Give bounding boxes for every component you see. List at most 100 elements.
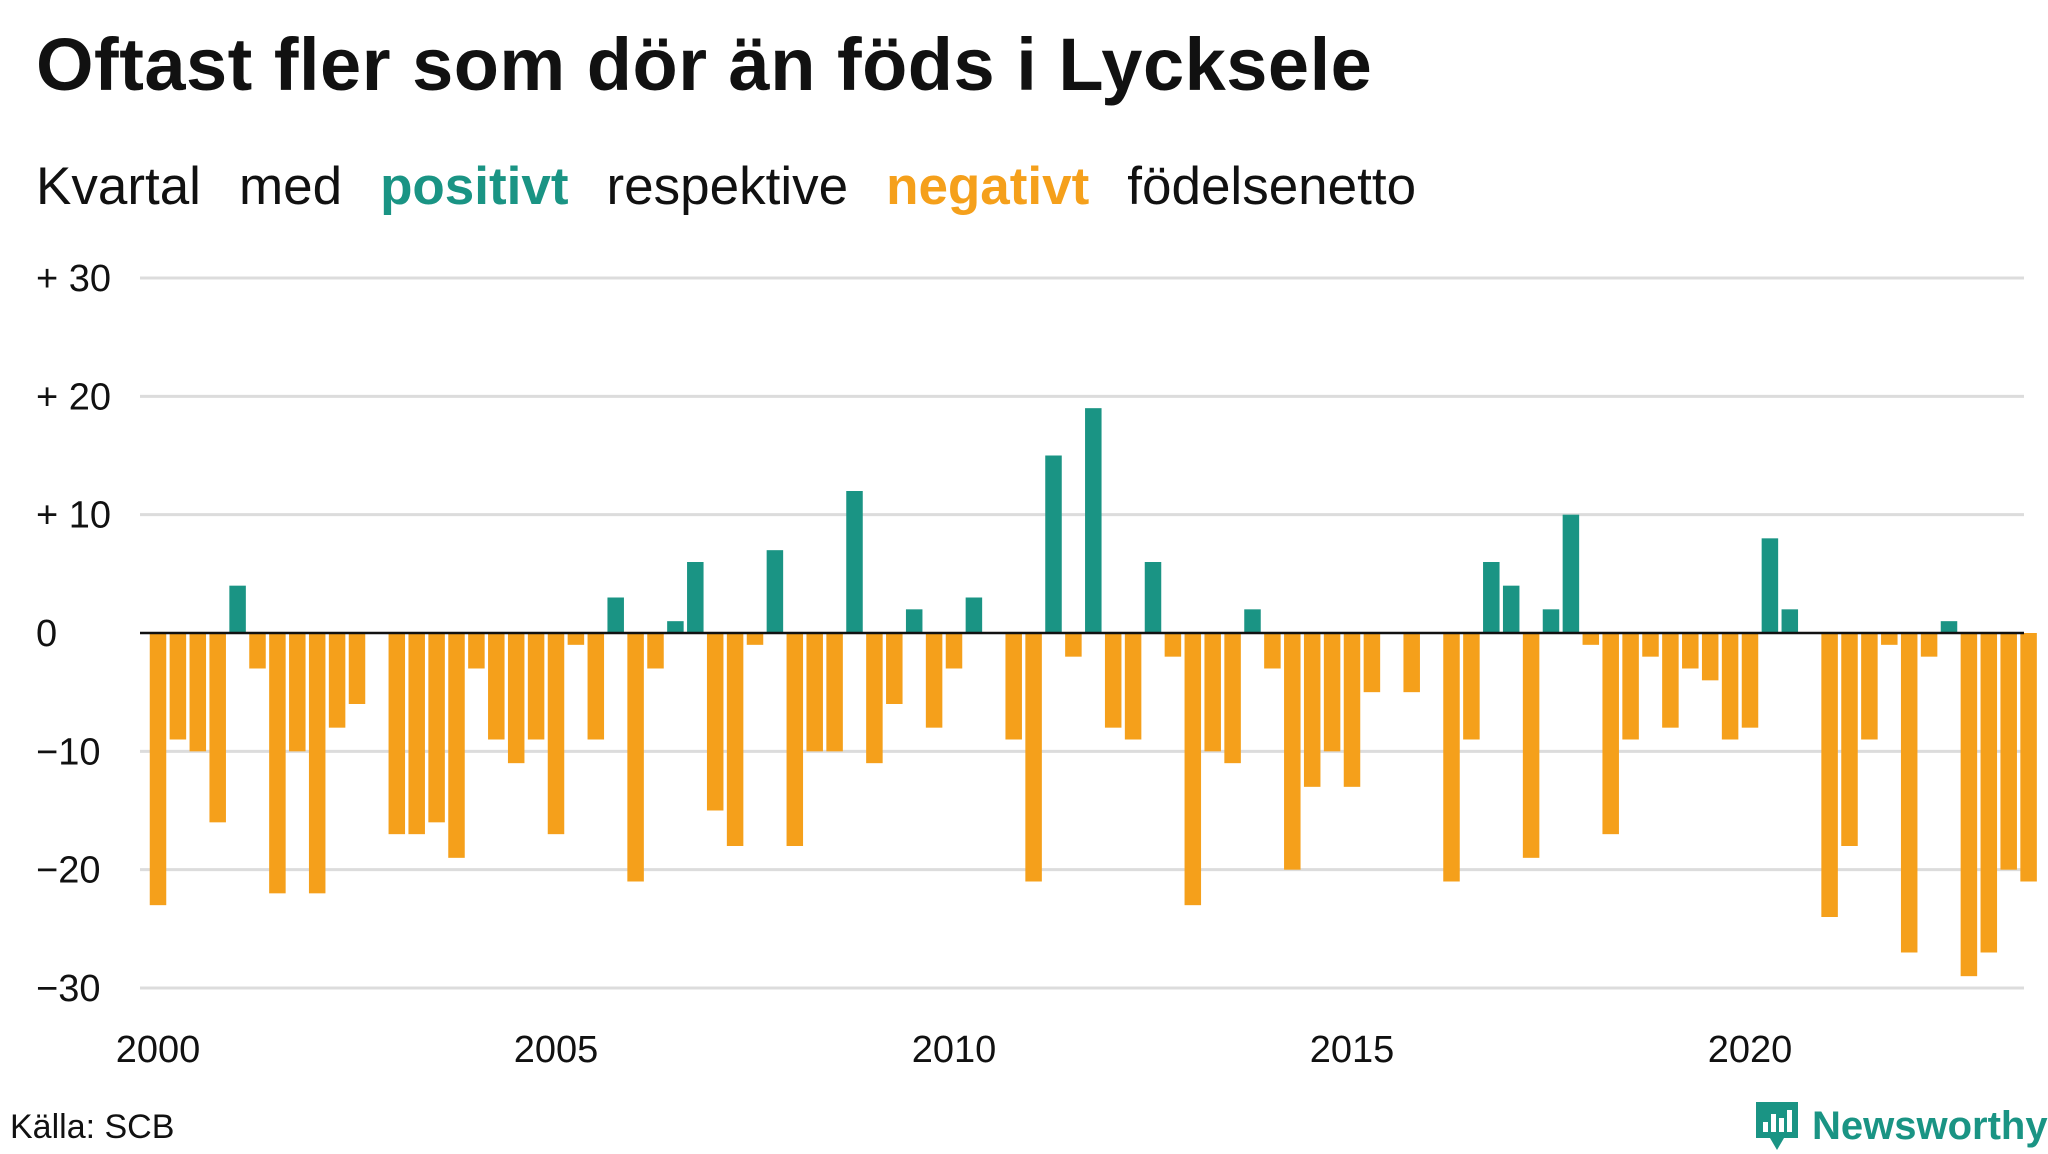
bar-negative xyxy=(1980,633,1998,953)
bar-negative xyxy=(348,633,366,704)
bar-positive xyxy=(1542,609,1560,633)
bar-negative xyxy=(1960,633,1978,977)
bar-negative xyxy=(1920,633,1938,657)
bar-positive xyxy=(965,597,983,633)
y-tick-label: + 30 xyxy=(36,258,111,300)
bar-negative xyxy=(468,633,485,669)
bar-positive xyxy=(1085,408,1102,633)
bar-negative xyxy=(945,633,963,669)
bar-negative xyxy=(488,633,505,740)
subtitle-text-kvartal: Kvartal xyxy=(36,157,201,216)
bar-negative xyxy=(1721,633,1739,740)
y-tick-label: 0 xyxy=(36,613,57,655)
subtitle-positive-word: positivt xyxy=(380,157,569,216)
bar-negative xyxy=(1104,633,1122,728)
bar-negative xyxy=(886,633,903,704)
bar-negative xyxy=(1025,633,1042,882)
source-note: Källa: SCB xyxy=(10,1108,175,1146)
bar-negative xyxy=(746,633,764,645)
bar-negative xyxy=(388,633,406,835)
bar-negative xyxy=(1602,633,1619,835)
bar-negative xyxy=(1821,633,1838,917)
bar-positive xyxy=(667,621,684,633)
bar-positive xyxy=(1562,514,1580,633)
bar-negative xyxy=(428,633,445,823)
chart-title: Oftast fler som dör än föds i Lycksele xyxy=(36,23,1373,106)
subtitle-text-fodelsenetto: födelsenetto xyxy=(1127,157,1417,216)
bar-negative xyxy=(1284,633,1301,870)
bar-negative xyxy=(1443,633,1460,882)
bar-negative xyxy=(1463,633,1480,740)
bar-negative xyxy=(587,633,605,740)
bar-negative xyxy=(1264,633,1281,669)
bar-negative xyxy=(806,633,823,752)
bar-chart: + 30 + 20 + 10 0 −10 −20 −30 2000 2005 2010 2015 20… xyxy=(36,258,2037,1071)
y-tick-label: −30 xyxy=(36,968,100,1010)
bar-positive xyxy=(1781,609,1799,633)
bar-negative xyxy=(647,633,664,669)
bar-positive xyxy=(229,585,246,633)
bar-negative xyxy=(1861,633,1878,740)
bar-negative xyxy=(1900,633,1918,953)
bar-negative xyxy=(786,633,804,846)
bar-negative xyxy=(189,633,207,752)
bar-negative xyxy=(826,633,843,752)
bar-negative xyxy=(448,633,465,858)
brand-name: Newsworthy xyxy=(1812,1103,2048,1148)
bar-positive xyxy=(1244,609,1261,633)
bar-positive xyxy=(905,609,923,633)
bar-negative xyxy=(726,633,744,846)
bar-negative xyxy=(1741,633,1759,728)
y-tick-label: −10 xyxy=(36,731,100,773)
bar-positive xyxy=(1483,562,1500,633)
bar-negative xyxy=(1662,633,1679,728)
bar-positive xyxy=(1761,538,1779,633)
bar-negative xyxy=(1224,633,1241,764)
subtitle-negative-word: negativt xyxy=(886,157,1090,216)
y-tick-label: + 10 xyxy=(36,495,111,537)
bar-negative xyxy=(1124,633,1142,740)
bar-negative xyxy=(627,633,644,882)
bar-negative xyxy=(1701,633,1719,681)
bar-positive xyxy=(607,597,624,633)
bar-positive xyxy=(846,491,863,633)
x-tick-label: 2005 xyxy=(514,1029,599,1071)
subtitle-text-respektive: respektive xyxy=(606,157,849,216)
newsworthy-logo-icon xyxy=(1756,1102,1798,1150)
bar-negative xyxy=(1005,633,1022,740)
bar-negative xyxy=(169,633,187,740)
bar-negative xyxy=(1303,633,1321,787)
bar-positive xyxy=(1045,455,1062,633)
bar-negative xyxy=(706,633,724,811)
bar-negative xyxy=(866,633,883,764)
bar-negative xyxy=(328,633,346,728)
bar-negative xyxy=(249,633,266,669)
bar-negative xyxy=(1363,633,1381,693)
bar-negative xyxy=(925,633,943,728)
bar-positive xyxy=(1502,585,1520,633)
bar-negative xyxy=(1164,633,1182,657)
bar-negative xyxy=(289,633,306,752)
bar-negative xyxy=(2020,633,2037,882)
bar-negative xyxy=(547,633,565,835)
bar-negative xyxy=(308,633,326,894)
y-tick-label: −20 xyxy=(36,850,100,892)
bar-negative xyxy=(567,633,585,645)
bar-negative xyxy=(1323,633,1341,752)
x-tick-label: 2010 xyxy=(912,1029,997,1071)
bar-negative xyxy=(1642,633,1659,657)
chart-subtitle: Kvartal med positivt respektive negativt föde… xyxy=(36,156,1454,217)
bar-negative xyxy=(149,633,167,906)
bar-negative xyxy=(1841,633,1858,846)
bar-negative xyxy=(1204,633,1221,752)
bar-negative xyxy=(1522,633,1540,858)
subtitle-text-med: med xyxy=(238,157,343,216)
bar-negative xyxy=(209,633,226,823)
bar-negative xyxy=(1682,633,1699,669)
bar-positive xyxy=(1144,562,1162,633)
bar-negative xyxy=(527,633,545,740)
bar-negative xyxy=(1403,633,1420,693)
bar-positive xyxy=(766,550,784,633)
x-tick-label: 2000 xyxy=(116,1029,201,1071)
x-tick-label: 2015 xyxy=(1310,1029,1395,1071)
